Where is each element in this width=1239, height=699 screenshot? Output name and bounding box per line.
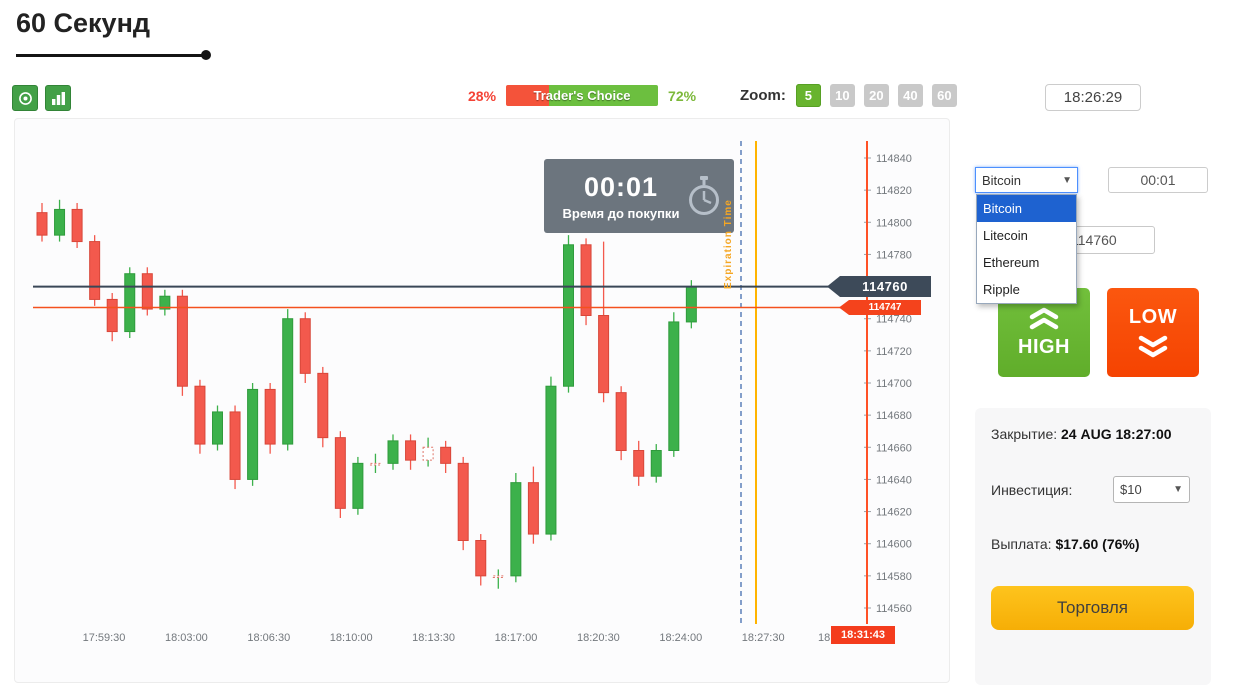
y-axis: 1148401148201148001147801147601147401147… bbox=[864, 153, 912, 615]
svg-text:18:06:30: 18:06:30 bbox=[247, 632, 290, 644]
title-underline-dot bbox=[201, 50, 211, 60]
svg-text:18:03:00: 18:03:00 bbox=[165, 632, 208, 644]
stopwatch-icon bbox=[689, 176, 719, 215]
asset-select[interactable]: Bitcoin ▼ bbox=[975, 167, 1078, 193]
chevron-down-icon: ▼ bbox=[1062, 174, 1072, 186]
zoom-button-5[interactable]: 5 bbox=[795, 84, 821, 107]
svg-text:114720: 114720 bbox=[876, 346, 912, 358]
svg-text:114640: 114640 bbox=[876, 474, 912, 486]
chevrons-up-icon bbox=[1029, 307, 1059, 330]
zoom-button-10[interactable]: 10 bbox=[829, 84, 855, 107]
zoom-button-60[interactable]: 60 bbox=[931, 84, 957, 107]
title-underline bbox=[16, 54, 204, 57]
payout-row: Выплата: $17.60 (76%) bbox=[991, 536, 1140, 552]
trade-info-card bbox=[975, 408, 1211, 685]
low-button-label: LOW bbox=[1128, 306, 1178, 328]
payout-label: Выплата: bbox=[991, 536, 1052, 552]
expiration-time-label: Expiration Time bbox=[723, 199, 734, 289]
svg-text:18:17:00: 18:17:00 bbox=[495, 632, 538, 644]
svg-text:114560: 114560 bbox=[876, 603, 912, 615]
countdown-text: 00:01 Время до покупки bbox=[556, 172, 686, 221]
zoom-controls: Zoom: 5 10 20 40 60 bbox=[740, 84, 966, 107]
expiry-time-field[interactable]: 00:01 bbox=[1108, 167, 1208, 193]
svg-text:18:20:30: 18:20:30 bbox=[577, 632, 620, 644]
x-axis: 17:59:30 18:03:00 18:06:30 18:10:00 18:13:30… bbox=[83, 632, 840, 644]
svg-text:18:13:30: 18:13:30 bbox=[412, 632, 455, 644]
investment-value: $10 bbox=[1120, 482, 1142, 497]
svg-text:114700: 114700 bbox=[876, 378, 912, 390]
closing-time-row: Закрытие: 24 AUG 18:27:00 bbox=[991, 426, 1172, 442]
bid-price-tag: 114747 bbox=[839, 300, 921, 315]
candles bbox=[36, 199, 697, 589]
candlestick-chart[interactable]: 1148401148201148001147801147601147401147… bbox=[15, 119, 951, 684]
trade-button[interactable]: Торговля bbox=[991, 586, 1194, 630]
svg-text:114600: 114600 bbox=[876, 539, 912, 551]
current-time-label: 18:31:43 bbox=[831, 626, 895, 644]
chevron-down-icon: ▼ bbox=[1173, 484, 1183, 495]
chevrons-down-icon bbox=[1138, 335, 1168, 358]
countdown-overlay: 00:01 Время до покупки bbox=[544, 159, 734, 233]
overlay-lines bbox=[33, 141, 868, 624]
asset-option-litecoin[interactable]: Litecoin bbox=[983, 228, 1028, 243]
low-button[interactable]: LOW bbox=[1107, 288, 1199, 377]
payout-value: $17.60 (76%) bbox=[1055, 536, 1140, 552]
countdown-time: 00:01 bbox=[583, 171, 659, 202]
asset-select-value: Bitcoin bbox=[982, 172, 1022, 188]
countdown-label: Время до покупки bbox=[562, 205, 680, 221]
traders-choice-high-pct: 72% bbox=[668, 87, 697, 104]
chart-target-button[interactable] bbox=[12, 85, 38, 111]
traders-choice: 28% Trader's Choice 72% bbox=[468, 85, 696, 106]
svg-text:114780: 114780 bbox=[876, 249, 912, 261]
asset-option-bitcoin[interactable]: Bitcoin bbox=[977, 195, 1076, 222]
asset-dropdown-list: Bitcoin Litecoin Ethereum Ripple bbox=[976, 194, 1077, 304]
svg-text:18:27:30: 18:27:30 bbox=[742, 632, 785, 644]
traders-choice-low-segment bbox=[506, 85, 549, 106]
svg-text:114660: 114660 bbox=[876, 442, 912, 454]
asset-option-ethereum[interactable]: Ethereum bbox=[983, 255, 1040, 270]
high-button-label: HIGH bbox=[1018, 336, 1070, 358]
chart-type-button[interactable] bbox=[45, 85, 71, 111]
current-price-tag: 114760 bbox=[827, 276, 931, 297]
svg-text:18:24:00: 18:24:00 bbox=[659, 632, 702, 644]
traders-choice-high-segment bbox=[548, 85, 659, 106]
closing-label: Закрытие: bbox=[991, 426, 1058, 442]
svg-text:114800: 114800 bbox=[876, 217, 912, 229]
zoom-buttons: 5 10 20 40 60 bbox=[795, 84, 966, 107]
zoom-label: Zoom: bbox=[740, 87, 786, 104]
zoom-button-40[interactable]: 40 bbox=[897, 84, 923, 107]
investment-select[interactable]: $10 ▼ bbox=[1113, 476, 1190, 503]
bar-chart-icon bbox=[51, 91, 65, 105]
asset-option-ripple[interactable]: Ripple bbox=[983, 282, 1020, 297]
svg-text:114580: 114580 bbox=[876, 571, 912, 583]
closing-value: 24 AUG 18:27:00 bbox=[1061, 426, 1172, 442]
svg-text:114620: 114620 bbox=[876, 507, 912, 519]
zoom-button-20[interactable]: 20 bbox=[863, 84, 889, 107]
svg-text:18:10:00: 18:10:00 bbox=[330, 632, 373, 644]
page-title: 60 Секунд bbox=[16, 8, 151, 38]
traders-choice-low-pct: 28% bbox=[468, 87, 497, 104]
traders-choice-bar: Trader's Choice bbox=[506, 85, 659, 106]
svg-text:114840: 114840 bbox=[876, 153, 912, 165]
svg-text:114820: 114820 bbox=[876, 185, 912, 197]
svg-text:114740: 114740 bbox=[876, 314, 912, 326]
traders-choice-label: Trader's Choice bbox=[533, 88, 631, 103]
server-clock: 18:26:29 bbox=[1045, 84, 1141, 111]
svg-text:114680: 114680 bbox=[876, 410, 912, 422]
chart-area: 1148401148201148001147801147601147401147… bbox=[14, 118, 950, 683]
investment-label: Инвестиция: bbox=[991, 482, 1073, 498]
target-icon bbox=[18, 91, 32, 105]
svg-text:17:59:30: 17:59:30 bbox=[83, 632, 126, 644]
